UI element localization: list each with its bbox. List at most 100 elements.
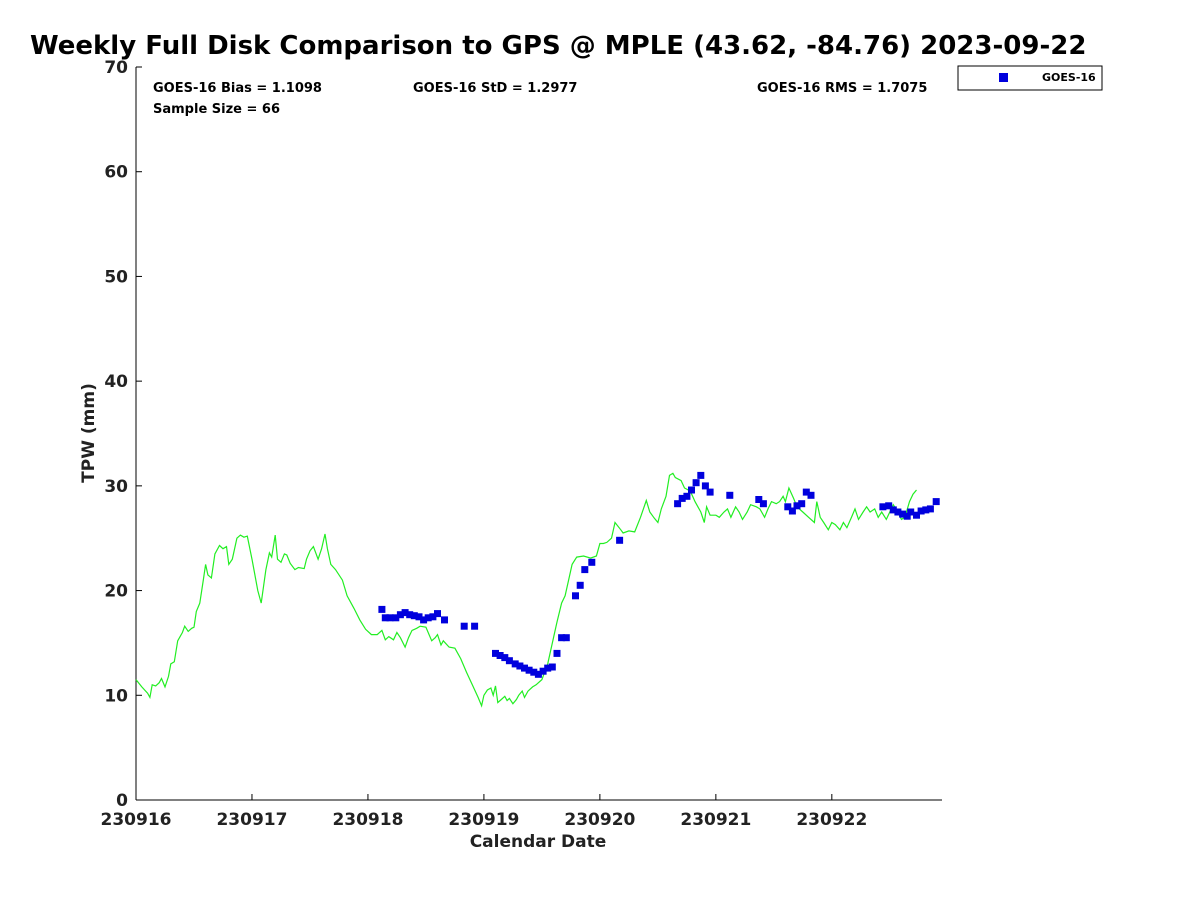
y-tick-label: 0 — [116, 791, 128, 811]
x-ticks: 230916 230917 230918 230919 230920 230921 2309… — [101, 794, 867, 830]
goes16-point — [894, 508, 902, 516]
goes16-point — [562, 634, 570, 642]
goes16-point — [378, 605, 386, 613]
goes16-point — [913, 511, 920, 519]
legend-box — [957, 65, 1103, 91]
goes16-point — [539, 667, 547, 675]
goes16-point — [798, 500, 806, 508]
y-tick-label: 30 — [104, 477, 128, 497]
std-stat: GOES-16 StD = 1.2977 — [413, 81, 577, 96]
goes16-point — [544, 664, 552, 672]
sample-size-stat: Sample Size = 66 — [153, 102, 280, 117]
goes16-point — [917, 507, 925, 515]
goes16-point — [396, 611, 404, 619]
goes16-point — [511, 660, 519, 668]
goes16-point — [516, 662, 524, 670]
goes16-point — [588, 558, 596, 566]
goes16-point — [726, 491, 734, 499]
goes16-point — [674, 500, 682, 508]
goes16-point — [784, 503, 792, 511]
y-tick-label: 40 — [104, 372, 128, 392]
stats-block: GOES-16 Bias = 1.1098 GOES-16 StD = 1.29… — [153, 81, 927, 117]
gps-series-line — [135, 472, 917, 708]
y-tick-label: 50 — [104, 267, 128, 287]
goes16-point — [903, 512, 911, 520]
gps-series — [135, 472, 917, 708]
goes16-point — [492, 649, 499, 657]
x-tick-label: 230921 — [680, 810, 751, 830]
goes16-point — [616, 536, 624, 544]
y-tick-label: 10 — [104, 686, 128, 706]
goes16-point — [879, 503, 887, 511]
goes16-point — [885, 502, 893, 510]
goes16-point — [415, 613, 423, 621]
y-tick-label: 20 — [104, 582, 128, 602]
plot-frame — [135, 67, 942, 801]
goes16-point — [548, 663, 556, 671]
goes16-point — [530, 668, 538, 676]
y-tick-label: 70 — [104, 58, 128, 78]
goes16-point — [576, 581, 584, 589]
x-axis-label: Calendar Date — [470, 832, 607, 852]
goes16-point — [572, 592, 579, 600]
goes16-point — [581, 566, 589, 574]
goes16-point — [505, 657, 513, 665]
goes16-point — [889, 506, 897, 514]
goes16-point — [553, 649, 561, 657]
goes16-point — [922, 506, 930, 514]
goes16-point — [907, 508, 915, 516]
goes16-point — [793, 502, 801, 510]
goes16-point — [420, 616, 428, 624]
goes16-point — [692, 479, 700, 487]
goes16-point — [802, 488, 810, 496]
goes16-point — [788, 507, 796, 515]
chart-title: Weekly Full Disk Comparison to GPS @ MPL… — [30, 31, 1086, 61]
y-axis-label: TPW (mm) — [79, 383, 99, 483]
goes16-point — [471, 622, 479, 630]
goes16-point — [441, 616, 448, 624]
x-tick-label: 230918 — [332, 810, 403, 830]
bias-stat: GOES-16 Bias = 1.1098 — [153, 81, 322, 96]
y-tick-label: 60 — [104, 163, 128, 183]
goes16-point — [678, 494, 686, 502]
goes16-point — [755, 496, 763, 503]
goes16-point — [558, 634, 566, 642]
goes16-point — [683, 492, 691, 500]
goes16-point — [460, 622, 468, 630]
goes16-point — [759, 500, 767, 508]
goes16-point — [429, 613, 437, 621]
goes16-point — [434, 610, 441, 618]
goes16-point — [496, 652, 504, 659]
goes16-point — [932, 498, 940, 506]
legend: GOES-16 — [957, 65, 1103, 91]
goes16-point — [706, 488, 714, 496]
rms-stat: GOES-16 RMS = 1.7075 — [757, 81, 927, 96]
goes16-point — [525, 666, 533, 674]
goes16-point — [899, 510, 907, 518]
legend-label-goes16: GOES-16 — [1042, 71, 1096, 84]
goes16-point — [381, 614, 389, 622]
goes16-point — [386, 614, 394, 622]
goes16-point — [534, 670, 542, 678]
goes16-point — [701, 482, 709, 490]
goes16-point — [410, 612, 418, 620]
x-tick-label: 230920 — [564, 810, 635, 830]
goes16-point — [401, 609, 409, 617]
x-tick-label: 230922 — [796, 810, 867, 830]
x-tick-label: 230917 — [216, 810, 287, 830]
goes-series — [378, 471, 940, 678]
y-ticks: 0 10 20 30 40 50 60 70 — [104, 58, 142, 811]
goes16-point — [521, 664, 528, 672]
goes16-point — [424, 614, 432, 622]
goes16-point — [406, 611, 414, 619]
goes16-point — [697, 471, 705, 479]
legend-marker-goes16 — [999, 73, 1008, 82]
goes16-point — [807, 491, 815, 499]
goes16-point — [688, 486, 695, 494]
x-tick-label: 230919 — [448, 810, 519, 830]
goes16-point — [392, 614, 400, 622]
goes16-point — [926, 505, 934, 513]
x-tick-label: 230916 — [101, 810, 172, 830]
goes16-point — [501, 654, 509, 662]
